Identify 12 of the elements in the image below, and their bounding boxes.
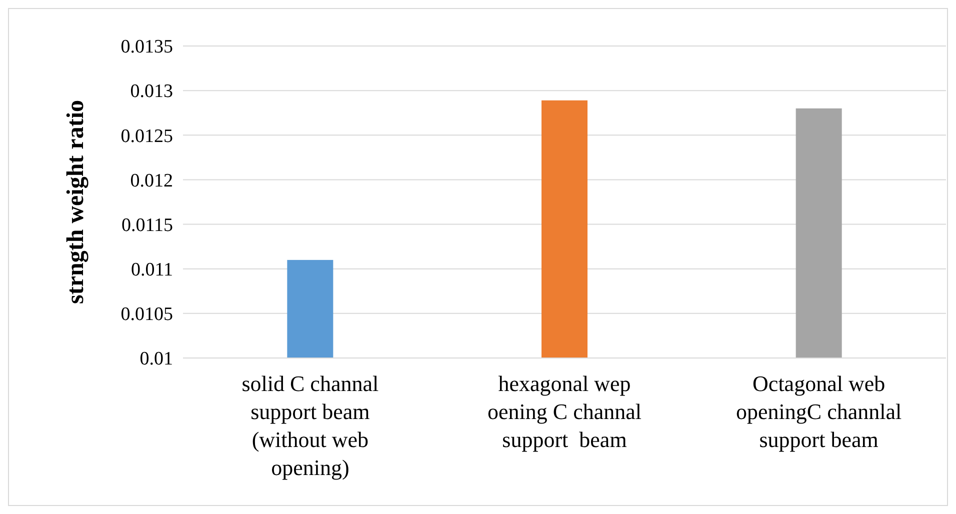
y-tick-label: 0.0115	[121, 214, 173, 236]
y-tick-label: 0.012	[130, 170, 173, 192]
y-tick-label: 0.011	[130, 260, 173, 281]
y-tick-label: 0.0135	[120, 36, 173, 58]
x-tick-label: Octagonal web openingC channlal support beam	[736, 371, 902, 452]
y-axis-title: strngth weight ratio	[63, 100, 89, 304]
y-tick-label: 0.013	[130, 81, 173, 102]
x-tick-label: solid C channal support beam (without web opening)	[242, 371, 379, 480]
y-tick-label: 0.0125	[120, 126, 173, 147]
x-tick-label: hexagonal wep oening C channal support beam	[488, 371, 642, 452]
y-tick-label: 0.0105	[120, 304, 173, 326]
y-tick-label: 0.01	[140, 348, 173, 370]
